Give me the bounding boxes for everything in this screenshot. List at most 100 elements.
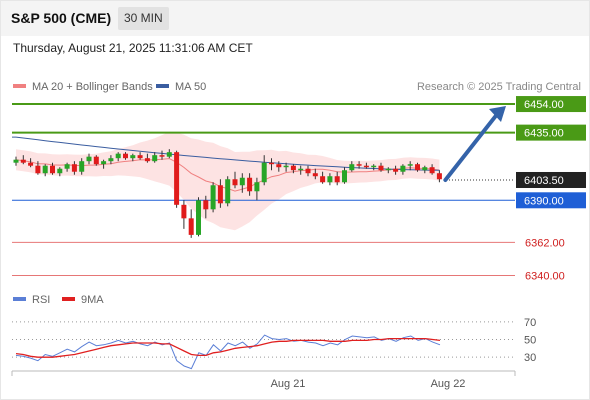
price-label: 6435.00 <box>524 128 564 140</box>
candle-body <box>181 204 187 219</box>
level-support-6340-00: 6340.00 <box>12 270 565 282</box>
candle-body <box>422 167 428 171</box>
candle-body <box>108 158 114 162</box>
candle-body <box>152 155 158 162</box>
legend-item: MA 20 + Bollinger Bands <box>13 81 153 93</box>
candle <box>64 162 70 172</box>
candle-body <box>283 165 289 168</box>
candle-body <box>159 155 165 157</box>
level-pivot-6390-00: 6390.00 <box>12 192 586 209</box>
candle-body <box>196 200 201 235</box>
candle-body <box>71 164 77 172</box>
candle <box>334 171 340 186</box>
candle <box>93 155 99 166</box>
candle <box>159 150 165 160</box>
rsi-tick-label: 30 <box>524 352 536 364</box>
candle <box>137 152 143 160</box>
candle <box>225 176 231 207</box>
candle <box>327 173 333 186</box>
price-label-bg <box>516 192 586 209</box>
candle-body <box>115 153 121 159</box>
rsi-tick-label: 50 <box>524 335 536 347</box>
candle-body <box>210 185 216 210</box>
x-tick-label: Aug 22 <box>431 378 466 390</box>
candle-body <box>50 165 55 174</box>
candle-body <box>363 165 369 168</box>
level-target-6435-00: 6435.00 <box>12 124 586 141</box>
ma50-line <box>12 136 440 171</box>
candle-body <box>86 156 92 162</box>
candle <box>181 200 187 229</box>
candle-body <box>269 162 274 165</box>
chart-header: S&P 500 (CME) 30 MIN <box>0 0 590 36</box>
candle <box>349 161 355 172</box>
candle-body <box>429 167 435 174</box>
candle <box>342 167 347 184</box>
rsi-tick-label: 70 <box>524 317 536 329</box>
rsi-series-rsi-line <box>15 334 441 370</box>
candle <box>393 165 399 175</box>
candle-body <box>320 176 326 183</box>
candle-body <box>407 164 413 166</box>
candle <box>217 179 223 208</box>
candle <box>269 158 274 171</box>
candle <box>203 195 209 219</box>
legend-label: MA 20 + Bollinger Bands <box>32 81 153 93</box>
candle-body <box>334 176 340 183</box>
projection-arrow-head <box>489 106 506 123</box>
candle-body <box>400 165 406 172</box>
candle-body <box>312 173 318 177</box>
candle <box>28 158 34 168</box>
candle <box>312 168 318 180</box>
candle-body <box>254 182 260 192</box>
candle <box>35 161 41 175</box>
candle-body <box>232 179 238 186</box>
candle <box>363 162 369 169</box>
candle-body <box>57 168 63 174</box>
credit-text: Research © 2025 Trading Central <box>417 81 581 93</box>
candle <box>276 161 282 172</box>
price-label: 6454.00 <box>524 99 564 111</box>
candle-body <box>13 159 19 163</box>
candle <box>422 165 428 174</box>
candle <box>101 159 107 169</box>
rsi-legend-item: RSI <box>13 294 50 306</box>
candle <box>290 164 296 174</box>
candle <box>196 197 201 237</box>
candle <box>20 155 26 165</box>
candle-body <box>203 200 209 210</box>
candle <box>415 162 420 172</box>
candle <box>79 158 85 175</box>
price-label: 6403.50 <box>524 175 564 187</box>
candle <box>144 153 150 163</box>
candle-body <box>261 162 267 183</box>
price-label-bg <box>516 171 586 188</box>
legend-item: MA 50 <box>156 81 206 93</box>
legend-swatch <box>13 84 26 88</box>
candle-body <box>188 218 194 235</box>
candle-body <box>342 170 347 183</box>
candle-body <box>327 176 333 183</box>
level-target-6454-00: 6454.00 <box>12 96 586 113</box>
timeframe-badge[interactable]: 30 MIN <box>118 7 169 30</box>
candle <box>261 155 267 186</box>
level-support-6362-00: 6362.00 <box>12 237 565 249</box>
candle-body <box>20 159 26 163</box>
candle-body <box>101 161 107 165</box>
candle-body <box>137 155 143 159</box>
candle-body <box>79 161 85 172</box>
candle <box>320 171 326 184</box>
candle <box>436 170 442 183</box>
price-label: 6362.00 <box>525 237 565 249</box>
candle <box>50 162 55 175</box>
candle-body <box>385 168 391 171</box>
price-label: 6390.00 <box>524 195 564 207</box>
rsi-legend-item: 9MA <box>62 294 104 306</box>
candle <box>130 153 136 162</box>
candle <box>385 167 391 174</box>
price-label-bg <box>516 124 586 141</box>
candle-body <box>123 153 128 159</box>
candle-body <box>371 165 377 168</box>
candle <box>86 153 92 165</box>
